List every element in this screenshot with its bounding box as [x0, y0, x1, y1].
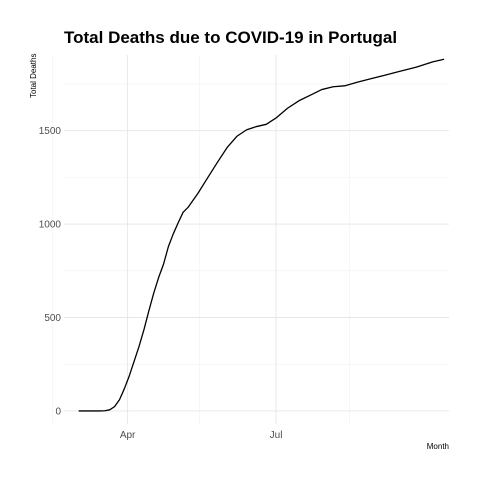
- y-tick-label: 1000: [39, 220, 62, 231]
- x-axis-title: Month: [427, 442, 449, 451]
- x-tick-label: Jul: [270, 430, 283, 441]
- x-tick-label: Apr: [120, 430, 136, 441]
- y-axis-title: Total Deaths: [29, 54, 38, 98]
- gridlines: [52, 55, 449, 424]
- chart-title: Total Deaths due to COVID-19 in Portugal: [64, 28, 397, 47]
- y-tick-label: 500: [44, 313, 61, 324]
- y-tick-label: 1500: [39, 126, 62, 137]
- series-layer: [78, 58, 445, 412]
- y-tick-label: 0: [55, 406, 61, 417]
- tick-labels: 0 500 1000 1500 Apr Jul: [39, 126, 283, 441]
- series-line: [78, 58, 445, 412]
